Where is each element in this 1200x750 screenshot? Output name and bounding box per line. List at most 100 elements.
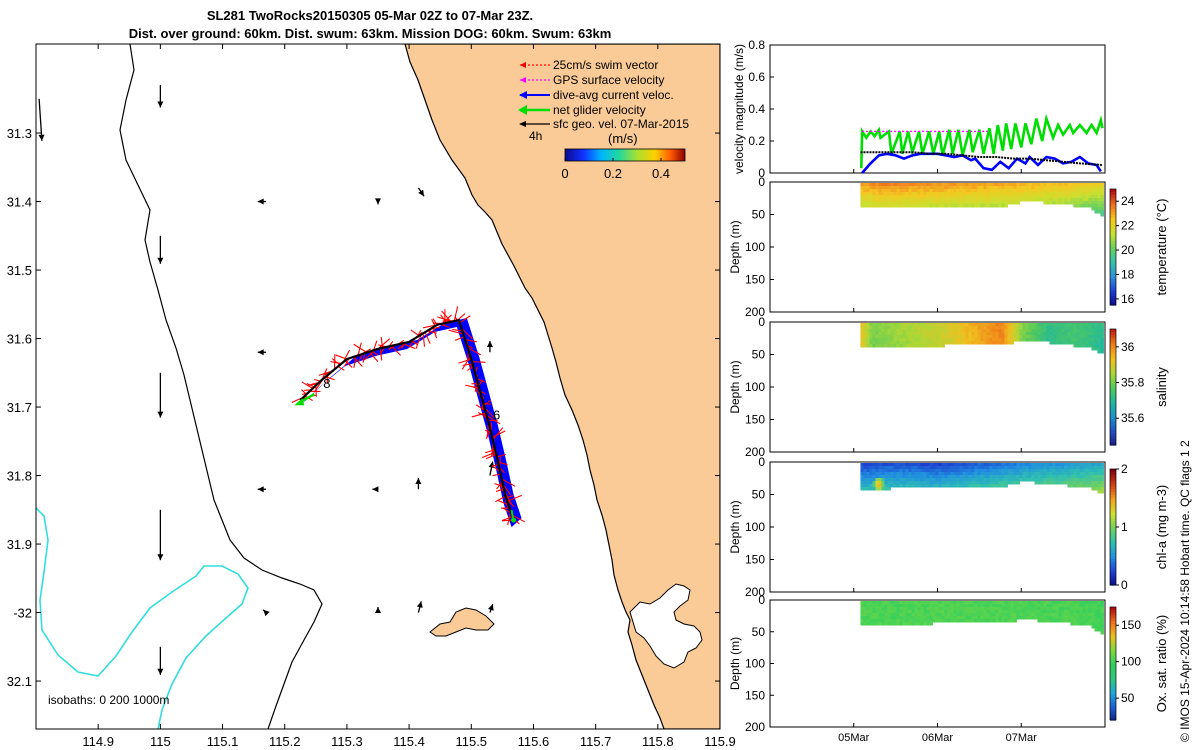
section-cell	[1091, 207, 1095, 211]
section-cell	[929, 601, 933, 605]
section-cell	[1004, 466, 1008, 470]
section-cell	[959, 475, 963, 479]
section-cell	[1058, 469, 1062, 473]
section-cell	[878, 338, 882, 342]
section-cell	[899, 613, 903, 617]
section-cell	[959, 338, 963, 342]
section-cell	[986, 195, 990, 199]
section-cell	[950, 341, 954, 345]
section-cell	[1022, 604, 1026, 608]
section-cell	[974, 326, 978, 330]
section-cell	[986, 469, 990, 473]
section-colorbar-tick-label: 36	[1121, 340, 1135, 354]
section-cell	[863, 466, 867, 470]
section-cell	[908, 198, 912, 202]
section-cell	[878, 192, 882, 196]
section-cell	[1076, 204, 1080, 208]
section-cell	[1079, 616, 1083, 620]
section-cell	[899, 472, 903, 476]
section-cell	[977, 183, 981, 187]
section-cell	[971, 613, 975, 617]
section-cell	[1094, 207, 1098, 211]
section-cell	[1028, 475, 1032, 479]
section-cell	[1070, 341, 1074, 345]
section-cell	[1094, 625, 1098, 629]
section-cell	[1055, 604, 1059, 608]
swim-vector	[478, 411, 488, 419]
section-cell	[953, 469, 957, 473]
section-cell	[974, 616, 978, 620]
section-cell	[1043, 475, 1047, 479]
section-cell	[950, 475, 954, 479]
section-cell	[998, 619, 1002, 623]
section-cell	[1076, 622, 1080, 626]
section-cell	[1100, 347, 1104, 351]
section-cell	[1061, 469, 1065, 473]
section-cell	[1070, 481, 1074, 485]
section-cell	[902, 201, 906, 205]
isobaths-label: isobaths: 0 200 1000m	[48, 693, 169, 707]
section-cell	[1067, 607, 1071, 611]
section-cell	[962, 198, 966, 202]
section-cell	[983, 475, 987, 479]
section-cell	[896, 332, 900, 336]
section-cell	[914, 186, 918, 190]
section-cell	[998, 201, 1002, 205]
section-cell	[992, 186, 996, 190]
section-cell	[1052, 610, 1056, 614]
section-cell	[1097, 335, 1101, 339]
section-cell	[1052, 323, 1056, 327]
section-cell	[1037, 601, 1041, 605]
section-cell	[1031, 189, 1035, 193]
section-cell	[989, 201, 993, 205]
swim-vector	[461, 328, 473, 340]
section-cell	[929, 478, 933, 482]
section-cell	[893, 332, 897, 336]
time-axis: 05Mar 06Mar 07Mar	[838, 732, 1037, 744]
section-cell	[1085, 335, 1089, 339]
section-cell	[884, 481, 888, 485]
section-cell	[1052, 329, 1056, 333]
section-cell	[872, 186, 876, 190]
section-cell	[905, 610, 909, 614]
swim-vector	[353, 356, 357, 368]
section-cell	[1079, 341, 1083, 345]
section-cell	[869, 469, 873, 473]
section-cell	[935, 472, 939, 476]
section-cell	[1019, 607, 1023, 611]
section-cell	[896, 616, 900, 620]
section-cell	[974, 201, 978, 205]
section-cell	[899, 195, 903, 199]
section-cell	[962, 186, 966, 190]
section-cell	[1049, 189, 1053, 193]
section-cell	[977, 481, 981, 485]
section-cell	[887, 478, 891, 482]
swim-vector	[492, 473, 501, 477]
section-cell	[1097, 607, 1101, 611]
colorbar-unit-label: (m/s)	[608, 131, 638, 146]
section-cell	[938, 601, 942, 605]
section-cell	[1001, 607, 1005, 611]
section-cell	[941, 192, 945, 196]
section-cell	[887, 610, 891, 614]
section-y-tick-label: 0	[758, 315, 765, 329]
section-cell	[998, 335, 1002, 339]
section-cell	[917, 619, 921, 623]
swim-vector	[486, 414, 501, 425]
section-cell	[1022, 323, 1026, 327]
section-cell	[1031, 613, 1035, 617]
section-cell	[1025, 326, 1029, 330]
section-cell	[950, 604, 954, 608]
section-cell	[1085, 469, 1089, 473]
section-cell	[1097, 326, 1101, 330]
section-cell	[920, 204, 924, 208]
section-cell	[923, 332, 927, 336]
section-cell	[884, 601, 888, 605]
section-cell	[1073, 613, 1077, 617]
section-cell	[1049, 186, 1053, 190]
section-cell	[941, 329, 945, 333]
section-cell	[1094, 344, 1098, 348]
section-cell	[992, 604, 996, 608]
section-cell	[932, 186, 936, 190]
section-cell	[878, 189, 882, 193]
